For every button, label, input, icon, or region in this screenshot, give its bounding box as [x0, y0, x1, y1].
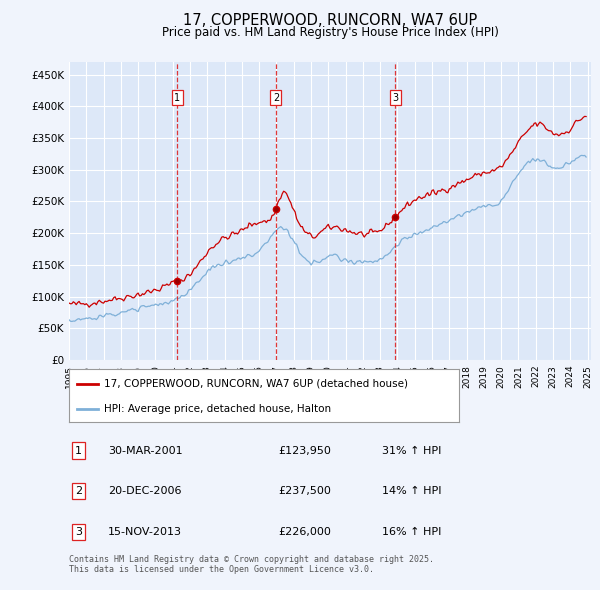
Text: Price paid vs. HM Land Registry's House Price Index (HPI): Price paid vs. HM Land Registry's House …: [161, 26, 499, 39]
Text: 3: 3: [392, 93, 398, 103]
Text: 2: 2: [273, 93, 279, 103]
Text: 17, COPPERWOOD, RUNCORN, WA7 6UP (detached house): 17, COPPERWOOD, RUNCORN, WA7 6UP (detach…: [104, 379, 408, 389]
Text: £237,500: £237,500: [278, 486, 331, 496]
Text: 3: 3: [75, 527, 82, 537]
Text: 1: 1: [174, 93, 180, 103]
Text: 1: 1: [75, 445, 82, 455]
Text: 14% ↑ HPI: 14% ↑ HPI: [382, 486, 442, 496]
Text: 30-MAR-2001: 30-MAR-2001: [108, 445, 183, 455]
Text: HPI: Average price, detached house, Halton: HPI: Average price, detached house, Halt…: [104, 404, 331, 414]
Text: 17, COPPERWOOD, RUNCORN, WA7 6UP: 17, COPPERWOOD, RUNCORN, WA7 6UP: [183, 13, 477, 28]
Text: 31% ↑ HPI: 31% ↑ HPI: [382, 445, 442, 455]
Text: £123,950: £123,950: [278, 445, 331, 455]
Text: 16% ↑ HPI: 16% ↑ HPI: [382, 527, 442, 537]
Text: 20-DEC-2006: 20-DEC-2006: [108, 486, 182, 496]
Text: £226,000: £226,000: [278, 527, 331, 537]
Text: 2: 2: [75, 486, 82, 496]
Text: 15-NOV-2013: 15-NOV-2013: [108, 527, 182, 537]
Text: Contains HM Land Registry data © Crown copyright and database right 2025.
This d: Contains HM Land Registry data © Crown c…: [69, 555, 434, 574]
